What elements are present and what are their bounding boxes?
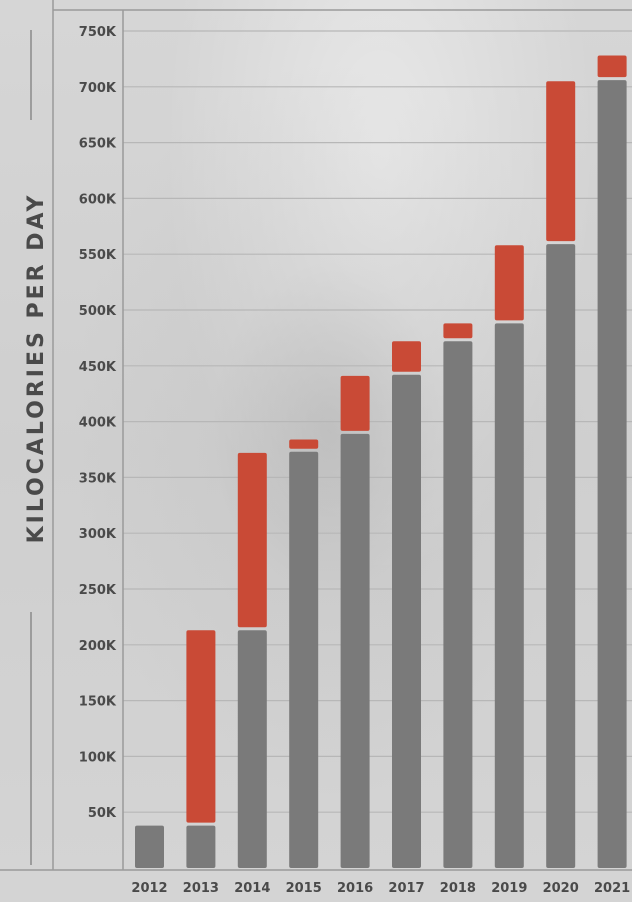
y-tick-label: 400K xyxy=(79,416,117,431)
x-tick-label: 2014 xyxy=(234,881,270,896)
x-tick-label: 2013 xyxy=(183,881,219,896)
bar-base xyxy=(289,451,319,868)
y-tick-label: 550K xyxy=(79,248,117,263)
x-tick-label: 2016 xyxy=(337,881,373,896)
bars xyxy=(135,55,627,869)
y-axis-label-group: KILOCALORIES PER DAY xyxy=(24,30,49,865)
bar-base xyxy=(237,630,267,868)
x-tick-label: 2018 xyxy=(440,881,476,896)
bar-base xyxy=(443,341,473,868)
y-tick-label: 650K xyxy=(79,137,117,152)
y-tick-label: 750K xyxy=(79,25,117,40)
bar-increase xyxy=(340,375,370,431)
bar-base xyxy=(546,244,576,868)
bar-base xyxy=(135,825,164,868)
y-tick-label: 250K xyxy=(79,583,117,598)
y-tick-label: 450K xyxy=(79,360,117,375)
y-tick-label: 200K xyxy=(79,639,117,654)
y-tick-label: 500K xyxy=(79,304,117,319)
bar-increase xyxy=(597,55,627,78)
x-tick-label: 2019 xyxy=(491,881,527,896)
y-tick-label: 350K xyxy=(79,471,117,486)
y-tick-label: 600K xyxy=(79,192,117,207)
y-axis-label: KILOCALORIES PER DAY xyxy=(24,193,49,544)
x-tick-label: 2012 xyxy=(131,881,167,896)
bar-base xyxy=(340,433,370,868)
x-axis-ticks: 2012 2013 2014 2015 2016 2017 2018 2019 2020 2021 xyxy=(131,881,630,896)
bar-increase xyxy=(494,245,524,321)
y-tick-label: 100K xyxy=(79,750,117,765)
y-tick-label: 50K xyxy=(88,806,117,821)
bar-increase xyxy=(546,81,576,242)
y-tick-label: 150K xyxy=(79,695,117,710)
bar-base xyxy=(186,825,216,868)
x-tick-label: 2015 xyxy=(286,881,322,896)
bar-base xyxy=(597,80,627,868)
bar-increase xyxy=(186,630,216,823)
bar-increase xyxy=(392,341,421,372)
x-tick-label: 2017 xyxy=(388,881,424,896)
bar-base xyxy=(494,323,524,869)
x-tick-label: 2021 xyxy=(594,881,630,896)
bar-increase xyxy=(237,452,267,628)
bar-increase xyxy=(289,439,319,449)
y-axis-ticks: 50K 100K 150K 200K 250K 300K 350K 400K 450K 500K 5… xyxy=(79,25,117,821)
y-tick-label: 700K xyxy=(79,81,117,96)
bar-base xyxy=(392,374,421,868)
x-tick-label: 2020 xyxy=(543,881,579,896)
chart-frame xyxy=(0,0,632,871)
bar-increase xyxy=(443,323,473,339)
y-tick-label: 300K xyxy=(79,527,117,542)
